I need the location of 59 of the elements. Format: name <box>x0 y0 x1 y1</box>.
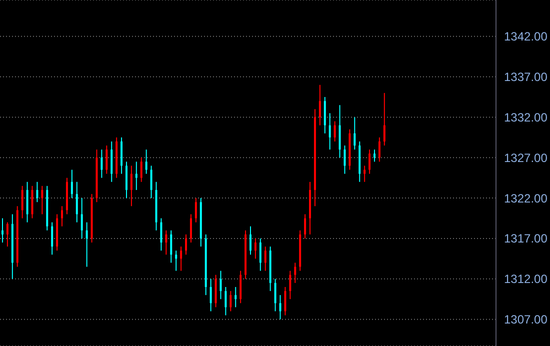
candlestick <box>6 222 8 248</box>
candlestick <box>41 185 44 215</box>
candlestick <box>230 290 232 312</box>
candlestick <box>21 185 24 219</box>
candlestick <box>373 149 376 162</box>
candlestick <box>284 286 286 316</box>
candlestick <box>100 149 103 178</box>
candlestick <box>135 161 138 190</box>
candlestick <box>249 226 252 256</box>
candlestick <box>194 198 197 223</box>
candlestick <box>130 165 132 207</box>
candlestick <box>289 270 292 300</box>
candlestick <box>318 84 321 126</box>
candlestick <box>368 149 371 174</box>
candlestick <box>364 165 366 182</box>
candlestick <box>279 294 282 320</box>
candlestick <box>150 165 152 199</box>
y-tick-label: 1317.00 <box>504 232 548 246</box>
candlestick <box>210 278 212 312</box>
candlestick <box>36 181 38 203</box>
y-tick-label: 1337.00 <box>504 70 548 84</box>
candlestick <box>160 218 162 252</box>
y-tick-label: 1332.00 <box>504 110 548 124</box>
candlestick <box>190 214 192 244</box>
candlestick <box>294 262 296 284</box>
candlestick <box>61 206 64 227</box>
candlestick <box>328 112 331 150</box>
candlestick <box>106 145 108 174</box>
candlestick <box>165 230 168 256</box>
candlestick <box>175 250 178 272</box>
candlestick <box>234 286 237 308</box>
candlestick <box>254 238 256 260</box>
y-tick-label: 1322.00 <box>504 191 548 206</box>
candlestick <box>170 230 172 264</box>
candlestick <box>383 92 386 146</box>
candlestick <box>145 149 148 174</box>
candlestick <box>70 169 73 199</box>
candlestick <box>304 214 306 239</box>
candlestick <box>264 246 266 272</box>
candlestick <box>354 116 356 150</box>
candlestick <box>80 198 83 239</box>
y-tick-label: 1312.00 <box>504 272 548 286</box>
candlestick <box>76 181 78 223</box>
candlestick <box>51 222 54 256</box>
candlestick <box>378 136 380 162</box>
candlestick <box>180 246 182 272</box>
candlestick <box>1 218 4 244</box>
candlestick <box>140 157 142 182</box>
candlestick <box>344 145 346 174</box>
candlestick <box>274 278 276 312</box>
candlestick <box>220 270 222 300</box>
y-tick-label: 1342.00 <box>504 30 548 44</box>
candlestick <box>224 286 227 316</box>
candlestick <box>259 238 262 272</box>
candlestick <box>185 234 188 256</box>
candlestick <box>86 222 88 268</box>
y-tick-label: 1327.00 <box>504 150 548 165</box>
y-tick-label: 1307.00 <box>504 312 548 327</box>
candlestick <box>334 120 336 142</box>
